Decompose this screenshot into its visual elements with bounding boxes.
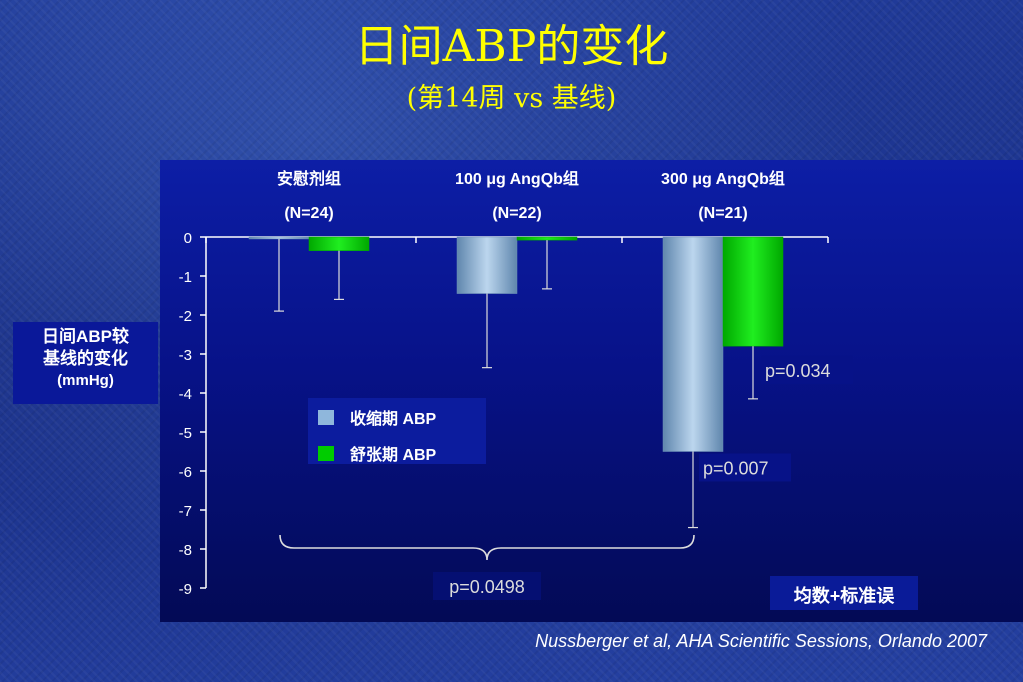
y-tick-label: -1 — [179, 269, 192, 286]
legend-label: 收缩期 ABP — [350, 409, 437, 428]
bar-diastolic — [516, 236, 578, 241]
category-label: 安慰剂组 — [277, 169, 341, 188]
category-n-label: (N=22) — [492, 205, 541, 222]
y-axis-title: 日间ABP较基线的变化 — [42, 327, 129, 368]
y-tick-label: 0 — [184, 230, 192, 247]
y-axis-unit: (mmHg) — [57, 372, 114, 389]
annotation-box — [433, 572, 541, 600]
citation: Nussberger et al, AHA Scientific Session… — [535, 631, 987, 651]
bar-diastolic — [308, 236, 370, 251]
bar-systolic — [456, 236, 518, 294]
legend-swatch-systolic — [318, 410, 334, 425]
y-tick-label: -4 — [179, 386, 192, 403]
annotation-box — [699, 453, 791, 482]
y-axis-label: 日间ABP较基线的变化 (mmHg) — [13, 326, 158, 392]
bar-systolic — [662, 236, 724, 452]
y-tick-label: -9 — [179, 581, 192, 598]
page-subtitle: (第14周 vs 基线) — [406, 83, 617, 114]
category-label: 300 μg AngQb组 — [661, 169, 785, 188]
y-tick-label: -7 — [179, 503, 192, 520]
y-tick-label: -8 — [179, 542, 192, 559]
error-note: 均数+标准误 — [793, 586, 895, 606]
annotation-box — [761, 355, 853, 384]
p-value-diastolic-300: p=0.034 — [765, 361, 831, 381]
y-tick-label: -5 — [179, 425, 192, 442]
legend-label: 舒张期 ABP — [350, 445, 437, 464]
bar-systolic — [248, 236, 310, 240]
error-note-box — [770, 576, 918, 610]
p-value-systolic-300: p=0.007 — [703, 458, 769, 478]
category-n-label: (N=24) — [284, 205, 333, 222]
y-tick-label: -2 — [179, 308, 192, 325]
category-n-label: (N=21) — [698, 205, 747, 222]
legend-box — [308, 398, 486, 464]
category-label: 100 μg AngQb组 — [455, 169, 579, 188]
legend-swatch-diastolic — [318, 446, 334, 461]
y-tick-label: -6 — [179, 464, 192, 481]
p-value-overall: p=0.0498 — [449, 577, 525, 597]
page-title: 日间ABP的变化 — [354, 21, 669, 72]
y-axis-label-box — [13, 322, 158, 404]
bar-diastolic — [722, 236, 784, 347]
brace-bracket — [279, 534, 695, 561]
y-tick-label: -3 — [179, 347, 192, 364]
